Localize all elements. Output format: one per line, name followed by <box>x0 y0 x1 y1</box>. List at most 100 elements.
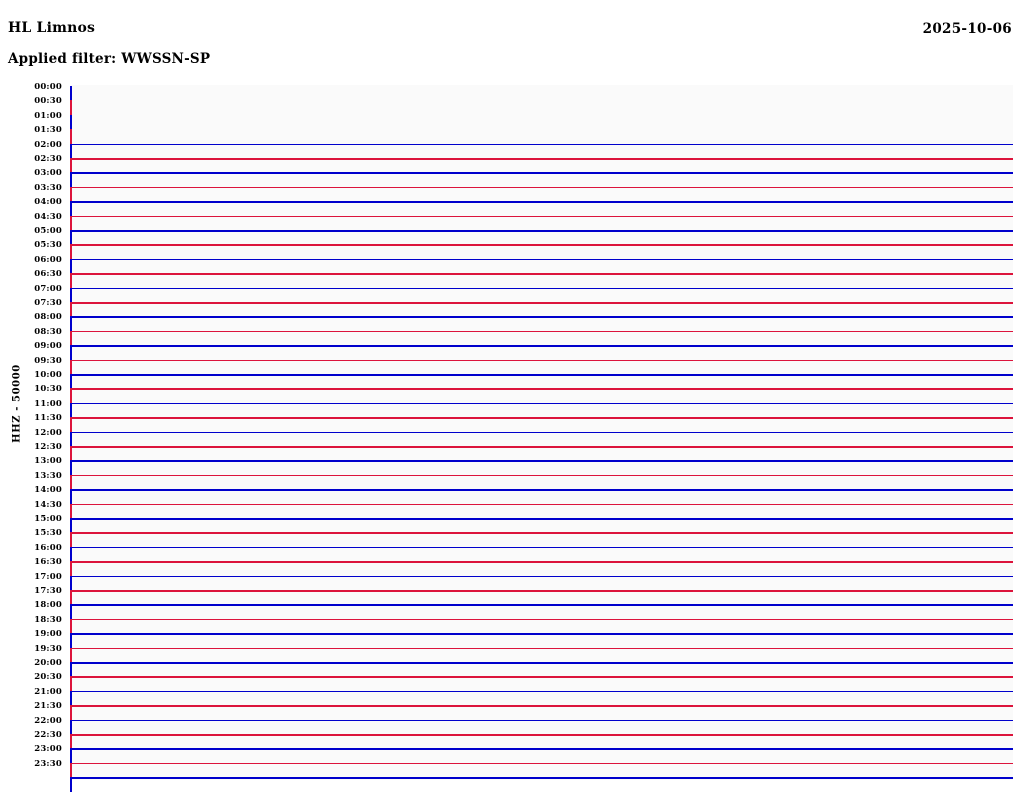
time-tick-label: 20:30 <box>34 672 62 683</box>
seismic-trace <box>71 287 1013 290</box>
trace-row: 10:30 <box>0 384 1024 403</box>
trace-origin-stub <box>70 633 72 648</box>
time-tick-label: 12:00 <box>34 427 62 438</box>
trace-origin-stub <box>70 460 72 475</box>
trace-row: 01:00 <box>0 111 1024 130</box>
time-tick-label: 01:00 <box>34 110 62 121</box>
seismic-trace <box>71 734 1013 736</box>
trace-row: 20:30 <box>0 672 1024 691</box>
trace-origin-stub <box>70 518 72 533</box>
time-tick-label: 00:00 <box>34 82 62 92</box>
trace-origin-stub <box>70 604 72 619</box>
seismic-trace <box>71 474 1013 477</box>
trace-row: 21:30 <box>0 701 1024 720</box>
trace-row: 04:00 <box>0 197 1024 216</box>
trace-row: 23:30 <box>0 759 1024 778</box>
time-tick-label: 07:00 <box>34 283 62 294</box>
trace-origin-stub <box>70 388 72 403</box>
seismic-trace <box>71 460 1013 462</box>
trace-row: 05:30 <box>0 240 1024 259</box>
time-tick-label: 09:30 <box>34 355 62 366</box>
trace-origin-stub <box>70 143 72 158</box>
seismic-trace <box>71 777 1013 779</box>
seismic-trace <box>71 489 1013 491</box>
trace-row: 23:00 <box>0 744 1024 763</box>
trace-row: 16:30 <box>0 557 1024 576</box>
trace-origin-stub <box>70 330 72 346</box>
time-tick-label: 07:30 <box>34 298 62 308</box>
trace-origin-stub <box>70 374 72 389</box>
time-tick-label: 03:30 <box>34 182 62 193</box>
seismic-trace <box>71 633 1013 635</box>
trace-row: 06:00 <box>0 255 1024 274</box>
seismic-trace <box>71 316 1013 318</box>
seismic-trace <box>71 330 1013 333</box>
trace-origin-stub <box>70 705 72 720</box>
time-tick-label: 15:30 <box>34 528 62 539</box>
seismic-trace <box>71 748 1013 750</box>
trace-row: 08:30 <box>0 327 1024 346</box>
trace-row: 00:00 <box>0 82 1024 101</box>
trace-row: 21:00 <box>0 687 1024 706</box>
time-tick-label: 16:30 <box>34 557 62 568</box>
seismic-trace <box>71 676 1013 678</box>
trace-row: 03:00 <box>0 168 1024 187</box>
time-tick-label: 15:00 <box>34 514 62 524</box>
trace-row: 17:00 <box>0 572 1024 590</box>
time-tick-label: 22:00 <box>34 715 62 726</box>
trace-origin-stub <box>70 316 72 331</box>
time-tick-label: 11:00 <box>34 398 62 409</box>
trace-row: 14:00 <box>0 485 1024 504</box>
trace-row: 16:00 <box>0 543 1024 562</box>
trace-origin-stub <box>70 215 72 230</box>
seismic-trace <box>71 662 1013 664</box>
seismic-trace <box>71 258 1013 261</box>
time-tick-label: 09:00 <box>34 341 62 352</box>
trace-row: 17:30 <box>0 586 1024 605</box>
trace-origin-stub <box>70 489 72 504</box>
time-tick-label: 18:00 <box>34 600 62 611</box>
trace-row: 04:30 <box>0 212 1024 230</box>
trace-origin-stub <box>70 244 72 259</box>
trace-origin-stub <box>70 532 72 547</box>
time-tick-label: 23:30 <box>34 758 62 769</box>
trace-origin-stub <box>70 561 72 576</box>
trace-origin-stub <box>70 748 72 763</box>
trace-origin-stub <box>70 273 72 288</box>
time-tick-label: 14:30 <box>34 499 62 510</box>
applied-filter-label: Applied filter: WWSSN-SP <box>8 51 211 67</box>
seismic-trace <box>71 575 1013 578</box>
trace-origin-stub <box>70 762 72 778</box>
trace-row: 13:30 <box>0 471 1024 490</box>
seismic-trace <box>71 158 1013 160</box>
trace-row: 15:00 <box>0 514 1024 533</box>
trace-origin-stub <box>70 172 72 187</box>
time-tick-label: 21:00 <box>34 686 62 697</box>
trace-origin-stub <box>70 402 72 418</box>
trace-row: 14:30 <box>0 500 1024 518</box>
seismic-trace <box>71 561 1013 563</box>
seismic-trace <box>71 705 1013 707</box>
time-tick-label: 19:30 <box>34 643 62 654</box>
trace-origin-stub <box>70 287 72 302</box>
seismic-trace <box>71 374 1013 376</box>
trace-row: 18:00 <box>0 600 1024 619</box>
seismic-trace <box>71 143 1013 146</box>
trace-row: 05:00 <box>0 226 1024 245</box>
seismic-trace <box>71 273 1013 275</box>
page-title: HL Limnos <box>8 20 96 36</box>
time-tick-label: 13:30 <box>34 470 62 481</box>
trace-origin-stub <box>70 86 72 101</box>
time-tick-label: 20:00 <box>34 658 62 668</box>
trace-row: 07:30 <box>0 298 1024 317</box>
time-tick-label: 03:00 <box>34 168 62 179</box>
seismic-trace <box>71 172 1013 174</box>
trace-origin-stub <box>70 474 72 490</box>
time-tick-label: 22:30 <box>34 730 62 740</box>
time-tick-label: 02:00 <box>34 139 62 150</box>
trace-row: 19:30 <box>0 644 1024 662</box>
trace-row: 09:00 <box>0 341 1024 360</box>
time-tick-label: 19:00 <box>34 629 62 640</box>
seismic-trace <box>71 604 1013 606</box>
trace-origin-stub <box>70 590 72 605</box>
